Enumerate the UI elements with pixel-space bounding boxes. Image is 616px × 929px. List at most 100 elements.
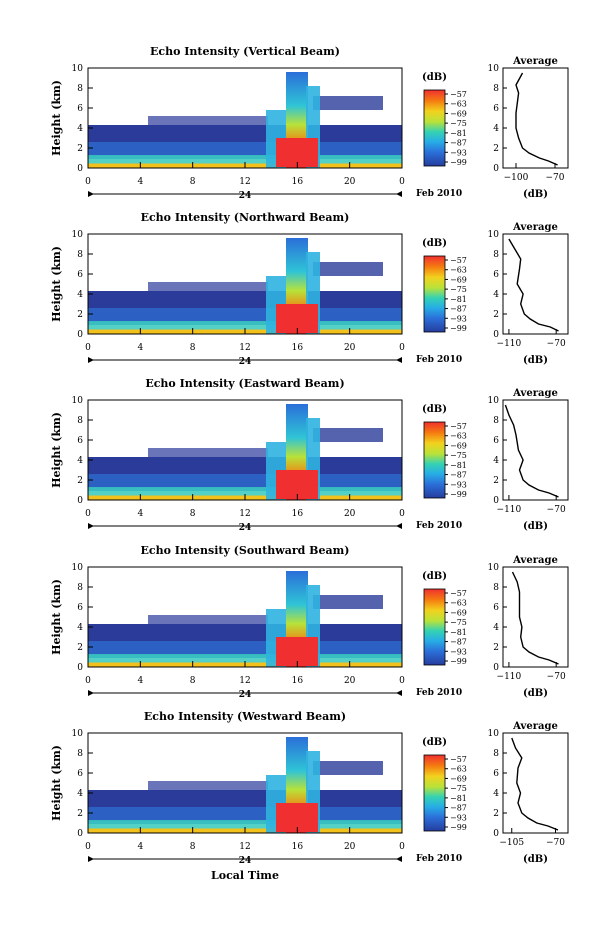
y-tick-label: 2 — [77, 144, 83, 154]
y-tick-label: 0 — [77, 330, 83, 340]
x-tick-label: 4 — [137, 509, 143, 519]
x-tick-label: 12 — [239, 509, 250, 519]
x-tick-label: 0 — [85, 509, 91, 519]
average-x-tick-label: −70 — [547, 672, 566, 682]
average-y-tick-label: 10 — [488, 396, 500, 406]
average-y-tick-label: 8 — [493, 583, 499, 593]
average-y-tick-label: 10 — [488, 64, 500, 74]
heatmap-upper-patch — [148, 781, 268, 790]
panel-title: Echo Intensity (Southward Beam) — [141, 544, 350, 557]
x-tick-label: 16 — [292, 509, 304, 519]
average-x-label: (dB) — [523, 355, 548, 366]
y-tick-label: 0 — [77, 829, 83, 839]
colorbar-tick-label: −63 — [450, 100, 467, 109]
average-y-tick-label: 2 — [493, 476, 499, 486]
average-frame — [502, 732, 569, 834]
colorbar-tick-label: −87 — [450, 638, 467, 647]
average-x-label: (dB) — [523, 521, 548, 532]
colorbar — [423, 255, 446, 333]
colorbar-tick-label: −57 — [450, 422, 467, 431]
x-tick-label: 20 — [344, 509, 356, 519]
colorbar-tick-label: −81 — [450, 794, 467, 803]
average-y-tick-label: 4 — [493, 456, 499, 466]
heatmap-mid-layer — [88, 641, 402, 658]
y-tick-label: 8 — [77, 250, 83, 260]
x-tick-label: 16 — [292, 842, 304, 852]
day-label: 24 — [239, 856, 252, 866]
x-tick-label: 12 — [239, 177, 250, 187]
x-tick-label: 0 — [85, 676, 91, 686]
heatmap-low-layer — [88, 321, 402, 330]
average-frame — [502, 67, 569, 169]
x-tick-label: 8 — [190, 343, 196, 353]
average-x-label: (dB) — [523, 854, 548, 865]
colorbar-tick-label: −63 — [450, 599, 467, 608]
y-tick-label: 6 — [77, 104, 83, 114]
x-tick-label: 16 — [292, 676, 304, 686]
heatmap-upper-patch — [313, 428, 383, 442]
y-tick-label: 4 — [77, 290, 83, 300]
y-tick-label: 0 — [77, 496, 83, 506]
colorbar-tick-label: −57 — [450, 90, 467, 99]
colorbar-tick-label: −87 — [450, 804, 467, 813]
date-bar-arrow — [396, 357, 402, 363]
heatmap-mid-layer — [88, 142, 402, 159]
average-y-tick-label: 8 — [493, 749, 499, 759]
y-tick-label: 6 — [77, 769, 83, 779]
y-tick-label: 10 — [72, 396, 84, 406]
average-profile-line — [511, 737, 559, 831]
x-tick-label: 4 — [137, 842, 143, 852]
colorbar-tick-label: −99 — [450, 158, 467, 167]
colorbar-tick-label: −57 — [450, 589, 467, 598]
average-x-tick-label: −70 — [547, 505, 566, 515]
month-label: Feb 2010 — [416, 189, 462, 199]
colorbar-tick-label: −99 — [450, 324, 467, 333]
colorbar-unit: (dB) — [422, 404, 447, 415]
average-x-tick-label: −110 — [497, 505, 522, 515]
x-tick-label: 0 — [85, 177, 91, 187]
day-label: 24 — [239, 523, 252, 533]
panel-title: Echo Intensity (Westward Beam) — [144, 710, 346, 723]
y-tick-label: 0 — [77, 164, 83, 174]
colorbar-unit: (dB) — [422, 571, 447, 582]
x-axis-label: Local Time — [211, 869, 279, 882]
colorbar — [423, 421, 446, 499]
echo-heatmap — [88, 571, 402, 667]
y-axis-label: Height (km) — [50, 745, 63, 821]
y-tick-label: 4 — [77, 456, 83, 466]
average-x-tick-label: −105 — [499, 838, 524, 848]
y-axis-label: Height (km) — [50, 80, 63, 156]
y-tick-label: 10 — [72, 563, 84, 573]
heatmap-low-layer — [88, 820, 402, 829]
x-tick-label: 20 — [344, 842, 356, 852]
y-tick-label: 10 — [72, 729, 84, 739]
x-tick-label: 20 — [344, 343, 356, 353]
y-tick-label: 2 — [77, 310, 83, 320]
y-tick-label: 2 — [77, 809, 83, 819]
colorbar — [423, 89, 446, 167]
date-bar-arrow — [88, 357, 94, 363]
x-tick-label: 20 — [344, 177, 356, 187]
colorbar-tick-label: −81 — [450, 628, 467, 637]
colorbar-tick-label: −93 — [450, 813, 467, 822]
date-bar-arrow — [396, 690, 402, 696]
x-tick-label: 12 — [239, 676, 250, 686]
average-x-label: (dB) — [523, 189, 548, 200]
heatmap-upper-patch — [313, 761, 383, 775]
average-title: Average — [512, 56, 558, 67]
y-tick-label: 4 — [77, 789, 83, 799]
month-label: Feb 2010 — [416, 688, 462, 698]
y-tick-label: 8 — [77, 416, 83, 426]
average-y-tick-label: 4 — [493, 623, 499, 633]
colorbar-tick-label: −87 — [450, 139, 467, 148]
colorbar-unit: (dB) — [422, 737, 447, 748]
colorbar-tick-label: −93 — [450, 148, 467, 157]
heatmap-upper-patch — [148, 116, 268, 125]
average-title: Average — [512, 555, 558, 566]
colorbar — [423, 588, 446, 666]
average-frame — [502, 233, 569, 335]
